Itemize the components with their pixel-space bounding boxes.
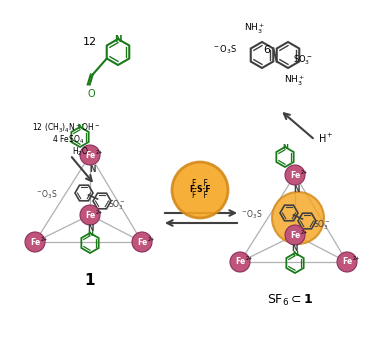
Text: Fe: Fe: [235, 257, 245, 266]
Text: 12 (CH$_3$)$_4$N$^+$OH$^-$: 12 (CH$_3$)$_4$N$^+$OH$^-$: [32, 121, 100, 135]
Text: Fe: Fe: [30, 237, 40, 246]
Text: $^-$O$_3$S: $^-$O$_3$S: [240, 209, 263, 221]
Text: SO$_3^-$: SO$_3^-$: [293, 53, 312, 67]
Circle shape: [172, 162, 228, 218]
Text: 2+: 2+: [301, 229, 308, 235]
Text: N: N: [282, 144, 288, 150]
Text: N: N: [292, 244, 298, 253]
Text: N: N: [294, 185, 300, 194]
Circle shape: [230, 252, 250, 272]
Text: NH$_3^+$: NH$_3^+$: [285, 74, 306, 88]
Circle shape: [80, 205, 100, 225]
Text: Fe: Fe: [85, 151, 95, 160]
Circle shape: [132, 232, 152, 252]
Text: $^-$O$_3$S: $^-$O$_3$S: [212, 44, 237, 56]
Text: 4 FeSO$_4$: 4 FeSO$_4$: [52, 134, 84, 146]
Text: 12: 12: [83, 37, 97, 47]
Text: F   F: F F: [192, 178, 208, 187]
Text: N: N: [87, 231, 93, 237]
Text: Fe: Fe: [137, 237, 147, 246]
Text: N: N: [292, 251, 298, 257]
Text: 2+: 2+: [95, 210, 103, 214]
Text: $^-$O$_3$S: $^-$O$_3$S: [35, 189, 58, 201]
Text: SO$_3^-$: SO$_3^-$: [108, 198, 126, 212]
Circle shape: [285, 225, 305, 245]
Circle shape: [25, 232, 45, 252]
Text: 2+: 2+: [41, 237, 48, 242]
Text: N: N: [114, 34, 122, 43]
Text: O: O: [88, 88, 95, 99]
Circle shape: [285, 165, 305, 185]
Text: 6: 6: [263, 45, 270, 55]
Text: 2+: 2+: [95, 150, 103, 154]
Text: H$_2$O: H$_2$O: [72, 146, 89, 158]
Text: Fe: Fe: [342, 257, 352, 266]
Text: N: N: [77, 124, 83, 130]
Text: SO$_3^-$: SO$_3^-$: [313, 218, 331, 232]
Text: 2+: 2+: [147, 237, 155, 242]
Text: 2+: 2+: [245, 256, 253, 262]
Circle shape: [337, 252, 357, 272]
Text: Fe: Fe: [85, 211, 95, 220]
Text: N: N: [89, 164, 95, 174]
Circle shape: [80, 145, 100, 165]
Text: N: N: [87, 223, 93, 232]
Text: $\mathbf{1}$: $\mathbf{1}$: [84, 272, 96, 288]
Text: NH$_3^+$: NH$_3^+$: [244, 22, 266, 36]
Text: F   F: F F: [192, 191, 208, 200]
Text: F·S·F: F·S·F: [189, 185, 211, 194]
Text: SF$_6$$\subset\mathbf{1}$: SF$_6$$\subset\mathbf{1}$: [267, 293, 313, 307]
Text: 2+: 2+: [353, 256, 360, 262]
Text: 2+: 2+: [301, 169, 308, 175]
Text: Fe: Fe: [290, 170, 300, 179]
Text: H$^+$: H$^+$: [318, 132, 334, 145]
Circle shape: [272, 192, 324, 244]
Text: Fe: Fe: [290, 230, 300, 239]
